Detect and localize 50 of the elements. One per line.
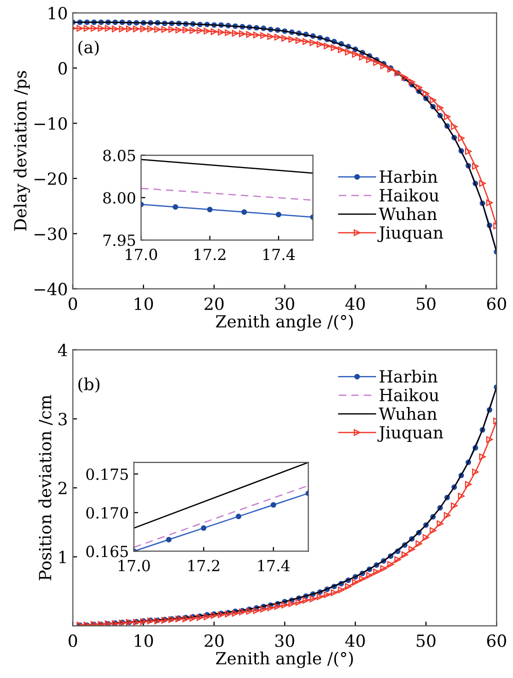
y-tick-label: −10 <box>34 117 67 130</box>
legend-label: Harbin <box>380 170 438 183</box>
x-tick-label: 17.0 <box>118 560 150 572</box>
annotation: (a) <box>78 40 99 56</box>
x-tick-label: 40 <box>345 634 365 648</box>
x-tick-label: 17.2 <box>188 560 220 572</box>
y-tick-label: 0.175 <box>86 468 128 480</box>
y-axis-title: Delay deviation /ps <box>14 71 30 231</box>
y-tick-label: 8.00 <box>103 192 136 204</box>
legend-label: Haikou <box>380 188 439 202</box>
y-tick-label: 7.95 <box>103 234 136 246</box>
y-tick-label: 4 <box>58 344 68 356</box>
y-tick-label: 0 <box>58 62 67 75</box>
x-tick-label: 0 <box>68 634 78 648</box>
legend-label: Wuhan <box>378 207 437 220</box>
y-tick-label: 3 <box>58 412 67 426</box>
y-tick-label: −20 <box>34 172 67 186</box>
y-tick-label: 0.165 <box>86 546 128 558</box>
x-tick-label: 60 <box>487 634 506 648</box>
y-tick-label: 10 <box>48 6 67 20</box>
x-tick-label: 50 <box>416 634 436 648</box>
x-axis-title: Zenith angle /(°) <box>216 652 353 668</box>
x-tick-label: 17.4 <box>263 248 295 260</box>
x-axis-title: Zenith angle /(°) <box>216 314 353 332</box>
x-tick-label: 60 <box>487 297 506 310</box>
y-tick-label: 0.170 <box>86 507 128 519</box>
x-tick-label: 40 <box>345 297 365 310</box>
x-tick-label: 10 <box>134 634 153 648</box>
annotation: (b) <box>78 377 100 393</box>
y-tick-label: −30 <box>34 228 67 240</box>
legend-label: Wuhan <box>378 407 437 420</box>
y-tick-label: 8.05 <box>103 150 136 162</box>
x-tick-label: 17.2 <box>194 248 226 260</box>
x-tick-label: 17.0 <box>126 248 158 260</box>
legend-label: Jiuquan <box>377 226 444 242</box>
x-tick-label: 20 <box>204 634 224 648</box>
legend-label: Haikou <box>380 388 439 402</box>
y-axis-title: Position deviation /cm <box>38 394 53 580</box>
x-tick-label: 10 <box>134 297 153 310</box>
legend-label: Jiuquan <box>377 426 444 442</box>
y-tick-label: −40 <box>34 282 67 296</box>
x-tick-label: 0 <box>68 297 78 310</box>
y-tick-label: 1 <box>59 550 66 564</box>
x-tick-label: 30 <box>275 634 294 648</box>
legend-label: Harbin <box>380 370 438 383</box>
x-tick-label: 17.4 <box>258 560 290 572</box>
y-tick-label: 2 <box>58 482 66 494</box>
x-tick-label: 30 <box>275 297 294 310</box>
x-tick-label: 50 <box>416 297 436 310</box>
x-tick-label: 20 <box>204 297 224 310</box>
